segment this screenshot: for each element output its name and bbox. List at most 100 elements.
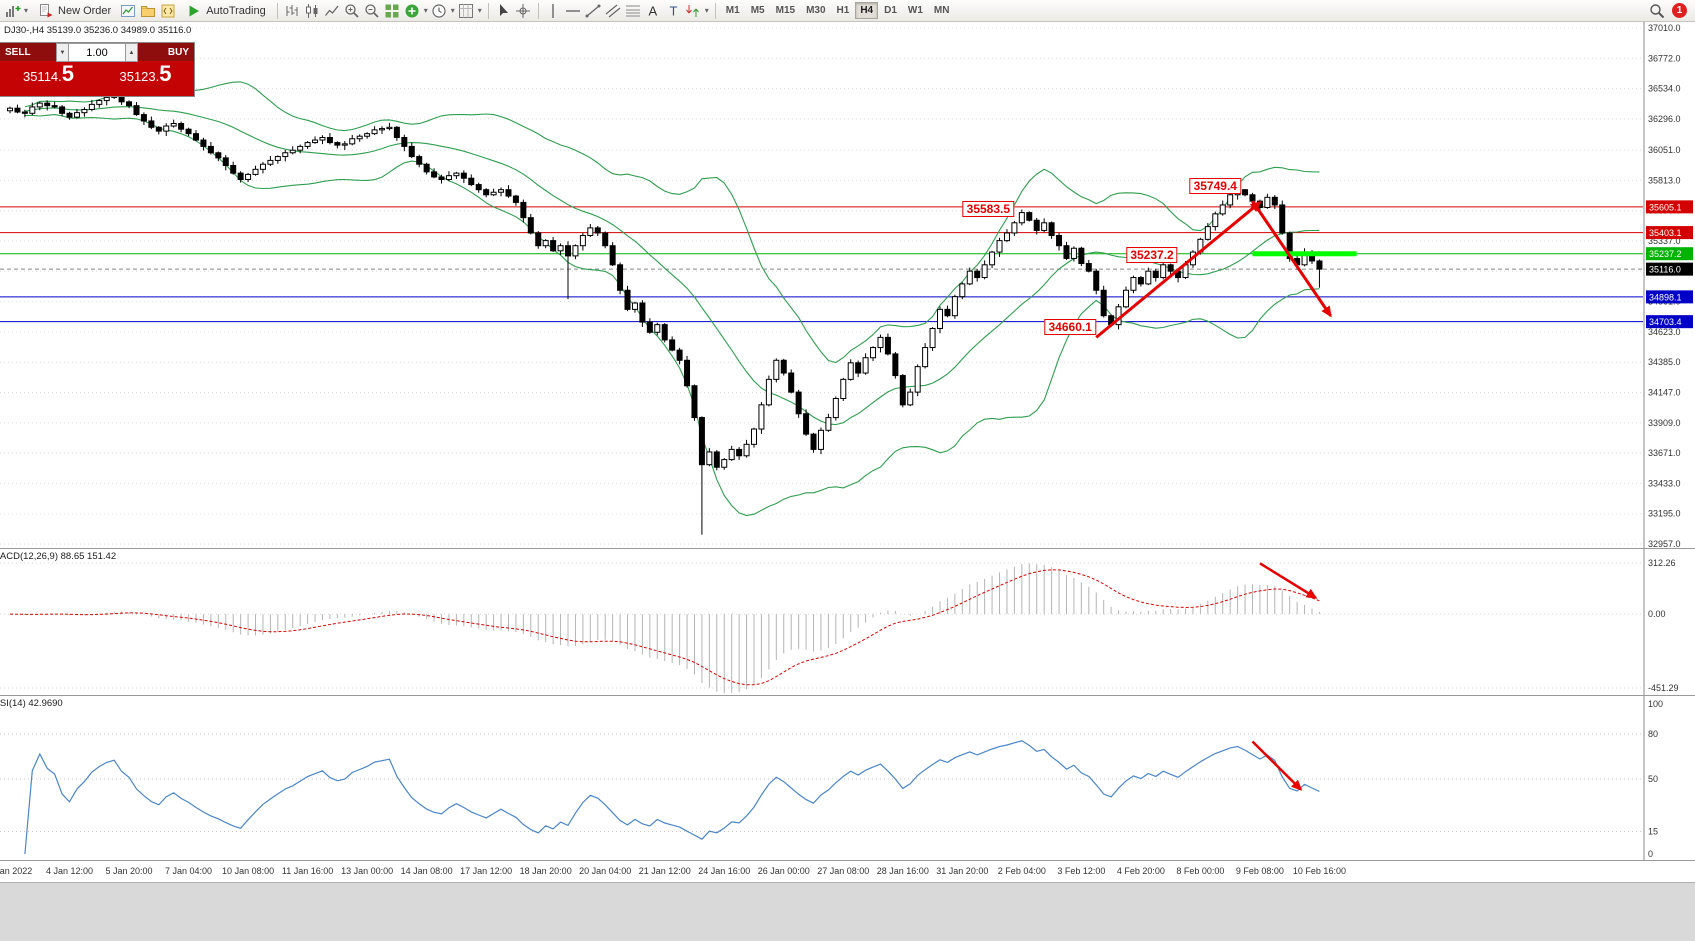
macd-tick-label: -451.29 [1648,683,1679,693]
volume-down-button[interactable]: ▼ [56,43,69,62]
price-tick-label: 37010.0 [1648,23,1681,33]
time-label: 3 Feb 12:00 [1057,866,1106,876]
price-tick-label: 36534.0 [1648,84,1681,94]
templates-icon[interactable] [457,1,476,20]
price-axis-label [1646,247,1693,261]
rsi-tick-label: 50 [1648,774,1658,784]
candlestick-mode-icon[interactable] [303,1,322,20]
trend-arrow[interactable] [1095,201,1262,339]
metaeditor-icon[interactable] [158,1,177,20]
toolbar-separator [276,2,278,19]
sell-price-main: 35114. [22,69,62,84]
bar-chart-mode-icon[interactable] [283,1,302,20]
templates-dropdown-icon[interactable]: ▾ [477,6,482,15]
time-label: 13 Jan 00:00 [341,866,394,876]
price-tick-label: 34147.0 [1648,387,1681,397]
autotrading-button[interactable]: AutoTrading [178,1,272,20]
time-label: 7 Jan 04:00 [165,866,213,876]
indicators-icon[interactable] [403,1,422,20]
channel-tool-icon[interactable] [604,1,623,20]
label-tool-icon[interactable]: T [664,1,683,20]
search-icon[interactable] [1647,1,1666,20]
cursor-icon[interactable] [494,1,513,20]
fibonacci-tool-icon[interactable] [624,1,643,20]
svg-text:35605.1: 35605.1 [1649,202,1682,212]
price-axis-label [1646,226,1693,240]
toolbar-separator [487,2,489,19]
periods-dropdown-icon[interactable]: ▾ [450,6,455,15]
arrows-dropdown-icon[interactable]: ▾ [704,6,709,15]
tf-m15-button[interactable]: M15 [775,5,796,16]
trend-arrow[interactable] [1259,562,1318,599]
price-tick-label: 36772.0 [1648,53,1681,63]
market-watch-icon[interactable] [118,1,137,20]
volume-input[interactable] [69,43,125,62]
price-tick-label: 33671.0 [1648,448,1681,458]
arrows-tool-icon[interactable] [684,1,703,20]
new-chart-icon[interactable] [3,1,22,20]
time-label: 11 Jan 16:00 [281,866,334,876]
new-chart-dropdown-icon[interactable]: ▾ [24,6,29,15]
price-tick-label: 34385.0 [1648,357,1681,367]
zoom-in-icon[interactable] [343,1,362,20]
tf-m30-button[interactable]: M30 [806,5,826,16]
macd-indicator-label: MACD(12,26,9) 88.65 151.42 [0,551,117,562]
zoom-out-icon[interactable] [363,1,382,20]
rsi-canvas[interactable]: 100 80 50 15 0 [0,696,1695,860]
time-label: 4 Feb 20:00 [1116,866,1165,876]
tf-w1-button[interactable]: W1 [907,5,923,16]
tf-mn-button[interactable]: MN [933,5,950,16]
tf-h4-button[interactable]: H4 [855,2,879,19]
trend-arrow[interactable] [1251,740,1303,791]
macd-signal-line [9,569,1320,686]
trend-arrow[interactable] [1251,200,1332,318]
time-label: 10 Feb 16:00 [1292,866,1346,876]
new-order-button[interactable]: New Order [30,1,117,20]
time-axis[interactable]: 3 Jan 2022 4 Jan 12:00 5 Jan 20:00 7 Jan 04… [0,860,1695,882]
vertical-line-tool-icon[interactable] [544,1,563,20]
price-tick-label: 33433.0 [1648,478,1681,488]
macd-pane: 312.26 0.00 -451.29 MACD(12,26,9) 88.65 15… [0,548,1695,695]
rsi-pane: 100 80 50 15 0 RSI(14) 42.9690 [0,695,1695,860]
sell-price-big: 5 [61,61,75,86]
trendline-tool-icon[interactable] [584,1,603,20]
price-axis-label [1646,315,1693,329]
price-callout[interactable]: 35749.4 [1189,177,1241,194]
buy-price-big: 5 [159,61,172,86]
volume-up-button[interactable]: ▲ [125,43,138,62]
price-callout[interactable]: 34660.1 [1044,318,1096,335]
volume-control: ▼ ▲ [56,43,138,62]
svg-text:35116.0: 35116.0 [1649,265,1681,275]
buy-price-main: 35123. [119,69,160,84]
tile-windows-icon[interactable] [383,1,402,20]
toolbar-separator [714,2,716,19]
price-tick-label: 36051.0 [1648,145,1681,155]
bollinger-middle[interactable] [24,106,1320,426]
bollinger-upper[interactable] [24,81,1320,364]
periods-clock-icon[interactable] [430,1,449,20]
price-callout[interactable]: 35237.2 [1126,246,1178,263]
tf-m1-button[interactable]: M1 [725,5,740,16]
price-chart-canvas[interactable]: 37010.0 36772.0 36534.0 36296.0 36051.0 35813… [0,22,1695,548]
time-label: 28 Jan 16:00 [876,866,929,876]
time-label: 3 Jan 2022 [0,866,33,876]
new-order-icon [36,1,55,20]
notification-badge[interactable]: 1 [1672,3,1687,18]
line-chart-mode-icon[interactable] [323,1,342,20]
tf-d1-button[interactable]: D1 [884,5,897,16]
price-callout[interactable]: 35583.5 [962,200,1015,217]
text-tool-icon[interactable]: A [644,1,663,20]
time-label: 10 Jan 08:00 [222,866,275,876]
profiles-icon[interactable] [138,1,157,20]
crosshair-icon[interactable] [514,1,533,20]
indicators-dropdown-icon[interactable]: ▾ [423,6,428,15]
svg-text:34898.1: 34898.1 [1649,292,1682,302]
tf-m5-button[interactable]: M5 [750,5,765,16]
horizontal-line-tool-icon[interactable] [564,1,583,20]
workspace-area [0,882,1695,941]
macd-tick-label: 312.26 [1648,558,1676,568]
macd-canvas[interactable]: 312.26 0.00 -451.29 [0,549,1695,695]
price-axis-label [1646,290,1693,304]
tf-h1-button[interactable]: H1 [836,5,850,16]
autotrading-play-icon [184,1,203,20]
